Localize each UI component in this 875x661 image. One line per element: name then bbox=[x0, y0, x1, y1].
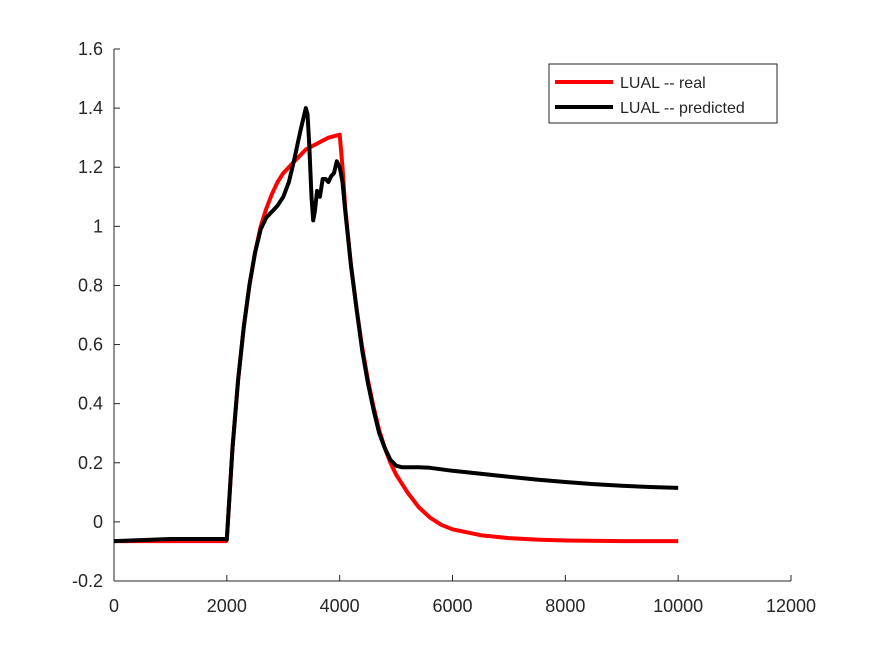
axes: 0 2000 4000 6000 8000 10000 12000 -0.2 0 0.2 0.4 0.… bbox=[72, 39, 816, 616]
x-tick-label: 10000 bbox=[653, 596, 703, 616]
series-line-predicted bbox=[113, 106, 679, 544]
x-tick-label: 0 bbox=[109, 596, 119, 616]
x-tick-label: 2000 bbox=[207, 596, 247, 616]
y-tick-label: 0.2 bbox=[78, 453, 103, 473]
y-tick-label: 0.4 bbox=[78, 394, 103, 414]
legend-label: LUAL -- predicted bbox=[620, 100, 745, 117]
x-tick-label: 4000 bbox=[320, 596, 360, 616]
y-tick-label: 1.4 bbox=[78, 98, 103, 118]
plot-area bbox=[113, 106, 679, 544]
y-tick-label: 1.2 bbox=[78, 157, 103, 177]
legend-label: LUAL -- real bbox=[620, 75, 706, 92]
legend: LUAL -- real LUAL -- predicted bbox=[548, 63, 778, 124]
series-line-real bbox=[114, 132, 679, 544]
legend-box bbox=[548, 63, 778, 124]
x-tick-label: 12000 bbox=[766, 596, 816, 616]
y-tick-label: 0 bbox=[93, 512, 103, 532]
y-tick-label: 0.8 bbox=[78, 275, 103, 295]
x-tick-label: 6000 bbox=[432, 596, 472, 616]
y-tick-label: 0.6 bbox=[78, 335, 103, 355]
y-tick-label: 1 bbox=[93, 216, 103, 236]
y-tick-label: 1.6 bbox=[78, 39, 103, 59]
y-tick-label: -0.2 bbox=[72, 571, 103, 591]
x-tick-label: 8000 bbox=[545, 596, 585, 616]
